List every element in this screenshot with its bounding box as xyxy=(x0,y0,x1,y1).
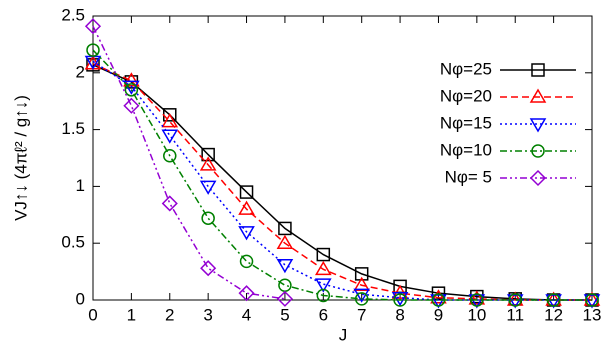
x-tick-label: 3 xyxy=(203,305,212,324)
marker xyxy=(278,278,292,292)
marker xyxy=(583,291,601,306)
plot-frame xyxy=(92,15,593,301)
marker xyxy=(354,292,369,306)
marker xyxy=(86,43,100,57)
marker xyxy=(508,293,522,307)
marker xyxy=(161,129,179,144)
marker xyxy=(393,293,407,307)
legend-marker xyxy=(531,144,545,158)
legend-marker xyxy=(531,63,545,77)
marker xyxy=(468,294,486,309)
marker xyxy=(545,291,562,306)
marker xyxy=(84,18,102,35)
marker xyxy=(123,97,140,114)
marker xyxy=(123,80,140,95)
marker xyxy=(161,113,179,128)
x-tick-label: 5 xyxy=(280,305,289,324)
marker xyxy=(201,147,215,162)
marker xyxy=(430,289,447,304)
series-line xyxy=(92,64,592,301)
x-axis-label: J xyxy=(339,325,348,344)
x-tick-label: 6 xyxy=(319,305,328,324)
marker xyxy=(430,294,447,309)
marker xyxy=(353,288,370,303)
marker xyxy=(276,290,293,307)
x-tick-label: 1 xyxy=(127,305,136,324)
marker xyxy=(583,294,601,309)
legend-label: Nφ=15 xyxy=(440,113,492,132)
marker xyxy=(316,288,331,303)
marker xyxy=(238,285,255,302)
marker xyxy=(238,226,255,241)
marker xyxy=(585,293,599,307)
marker xyxy=(239,254,254,269)
marker xyxy=(278,221,292,236)
x-tick-label: 10 xyxy=(467,305,486,324)
marker xyxy=(276,234,294,249)
marker xyxy=(545,294,562,309)
x-tick-label: 4 xyxy=(242,305,251,324)
marker xyxy=(470,293,484,307)
y-tick-label: 0 xyxy=(76,289,85,308)
marker xyxy=(276,259,294,274)
marker xyxy=(163,148,177,163)
y-tick-label: 2 xyxy=(76,62,85,81)
y-axis-label: VJ↑↓ (4πℓ² / g↑↓) xyxy=(11,95,30,221)
marker xyxy=(199,180,217,195)
x-tick-label: 2 xyxy=(165,305,174,324)
marker xyxy=(431,286,446,300)
legend-marker xyxy=(529,88,547,103)
x-tick-label: 13 xyxy=(583,305,602,324)
y-tick-label: 0.5 xyxy=(61,233,85,252)
legend-label: Nφ= 5 xyxy=(445,167,492,186)
marker xyxy=(431,293,446,307)
marker xyxy=(315,278,332,293)
marker xyxy=(546,293,561,307)
x-tick-label: 12 xyxy=(544,305,563,324)
series-line xyxy=(92,63,592,301)
y-tick-label: 2.5 xyxy=(61,5,85,24)
marker xyxy=(200,260,217,277)
legend-marker xyxy=(529,169,547,187)
legend-marker xyxy=(529,118,547,133)
x-tick-label: 0 xyxy=(88,305,97,324)
y-tick-label: 1 xyxy=(76,176,85,195)
marker xyxy=(315,260,332,276)
marker xyxy=(239,185,254,199)
x-tick-label: 8 xyxy=(395,305,404,324)
marker xyxy=(316,247,331,262)
y-tick-label: 1.5 xyxy=(61,119,85,138)
marker xyxy=(199,156,217,171)
marker xyxy=(161,195,178,212)
series-line xyxy=(92,25,286,300)
marker xyxy=(353,276,370,291)
series-line xyxy=(92,49,592,301)
marker xyxy=(506,294,524,309)
marker xyxy=(468,290,486,305)
legend-label: Nφ=25 xyxy=(440,59,492,78)
marker xyxy=(354,267,369,281)
marker xyxy=(391,291,409,307)
marker xyxy=(506,291,524,306)
x-tick-label: 11 xyxy=(506,305,524,324)
x-tick-label: 9 xyxy=(434,305,443,324)
marker xyxy=(238,200,255,215)
marker xyxy=(124,83,139,97)
x-tick-label: 7 xyxy=(357,305,366,324)
marker xyxy=(201,211,215,225)
legend-label: Nφ=20 xyxy=(440,86,492,105)
legend-label: Nφ=10 xyxy=(440,140,492,159)
